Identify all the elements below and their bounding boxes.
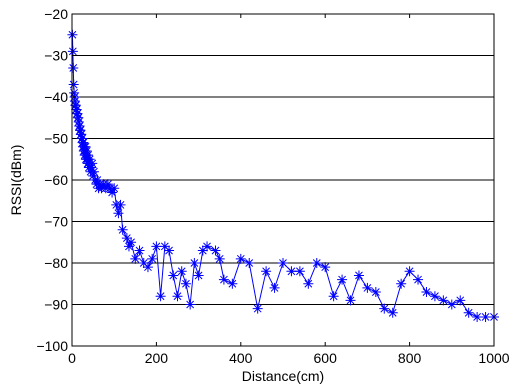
data-series [67, 29, 499, 322]
data-point [463, 307, 474, 318]
data-point [130, 253, 141, 264]
data-point [404, 266, 415, 277]
data-point [92, 175, 103, 185]
data-point [202, 241, 213, 252]
data-point [353, 270, 364, 281]
data-point [102, 179, 113, 190]
data-point [147, 253, 158, 264]
data-point [138, 258, 149, 268]
data-point [455, 295, 466, 306]
data-point [278, 258, 288, 268]
data-point [244, 258, 255, 268]
y-tick-label: −40 [44, 89, 68, 105]
x-tick-label: 0 [68, 350, 76, 366]
y-axis: −100 −90 −80 −70 −60 −50 −40 −30 −20 [36, 6, 494, 354]
data-point [303, 278, 314, 289]
y-tick-label: −50 [44, 131, 68, 147]
data-point [176, 266, 187, 277]
data-point [67, 46, 78, 57]
data-point [113, 208, 124, 219]
x-tick-label: 600 [314, 350, 338, 366]
data-point [370, 287, 381, 298]
y-tick-label: −30 [44, 48, 68, 64]
y-tick-label: −90 [44, 297, 68, 313]
data-point [121, 233, 132, 244]
y-axis-label: RSSI(dBm) [8, 145, 24, 216]
data-point [185, 299, 196, 310]
y-tick-label: −80 [44, 255, 68, 271]
data-point [68, 79, 79, 90]
y-tick-label: −60 [44, 172, 68, 188]
data-point [88, 170, 99, 181]
x-tick-label: 800 [398, 350, 422, 366]
data-point [172, 291, 183, 302]
data-point [115, 199, 126, 210]
data-point [193, 270, 204, 281]
data-point [227, 278, 238, 289]
data-point [180, 278, 191, 289]
data-point [480, 311, 491, 322]
data-point [387, 307, 398, 318]
x-tick-label: 1000 [478, 350, 509, 366]
data-point [252, 303, 263, 314]
data-point [109, 183, 120, 194]
x-tick-label: 400 [229, 350, 253, 366]
data-point [151, 241, 162, 252]
data-point [438, 295, 449, 306]
series-line [71, 34, 494, 318]
data-point [294, 266, 305, 277]
data-point [413, 274, 424, 285]
data-point [164, 245, 175, 256]
x-axis-label: Distance(cm) [242, 368, 324, 384]
data-point [311, 258, 322, 268]
data-point [84, 154, 95, 165]
data-point [155, 291, 166, 302]
y-tick-label: −20 [44, 6, 68, 22]
data-point [87, 158, 98, 169]
data-point [261, 266, 272, 277]
data-point [328, 291, 339, 302]
data-point [286, 266, 297, 277]
y-tick-label: −70 [44, 214, 68, 230]
data-point [81, 145, 92, 156]
data-point [126, 237, 137, 248]
data-point [429, 291, 440, 302]
data-point [320, 262, 331, 273]
data-point [78, 137, 89, 148]
data-point [86, 162, 97, 173]
data-point [197, 245, 208, 256]
data-point [168, 270, 179, 281]
data-point [123, 241, 134, 252]
y-tick-label: −100 [36, 338, 68, 354]
data-point [189, 258, 200, 268]
data-point [107, 187, 118, 198]
data-point [362, 282, 373, 293]
data-point [214, 253, 225, 264]
data-point [159, 241, 170, 252]
data-point [379, 303, 390, 314]
data-point [88, 166, 99, 177]
data-point [134, 245, 145, 256]
data-point [117, 224, 128, 235]
data-point [80, 141, 91, 152]
data-point [269, 282, 280, 293]
data-point [396, 278, 407, 289]
x-axis: 0 200 400 600 800 1000 [68, 14, 510, 366]
data-point [210, 245, 221, 256]
data-point [421, 287, 432, 298]
x-tick-label: 200 [145, 350, 169, 366]
data-point [68, 62, 79, 73]
data-point [235, 253, 246, 264]
data-point [218, 274, 229, 285]
data-point [337, 274, 348, 285]
data-point [472, 311, 483, 322]
data-point [142, 262, 153, 273]
data-point [83, 150, 94, 161]
data-point [446, 299, 457, 310]
data-point [345, 295, 356, 306]
